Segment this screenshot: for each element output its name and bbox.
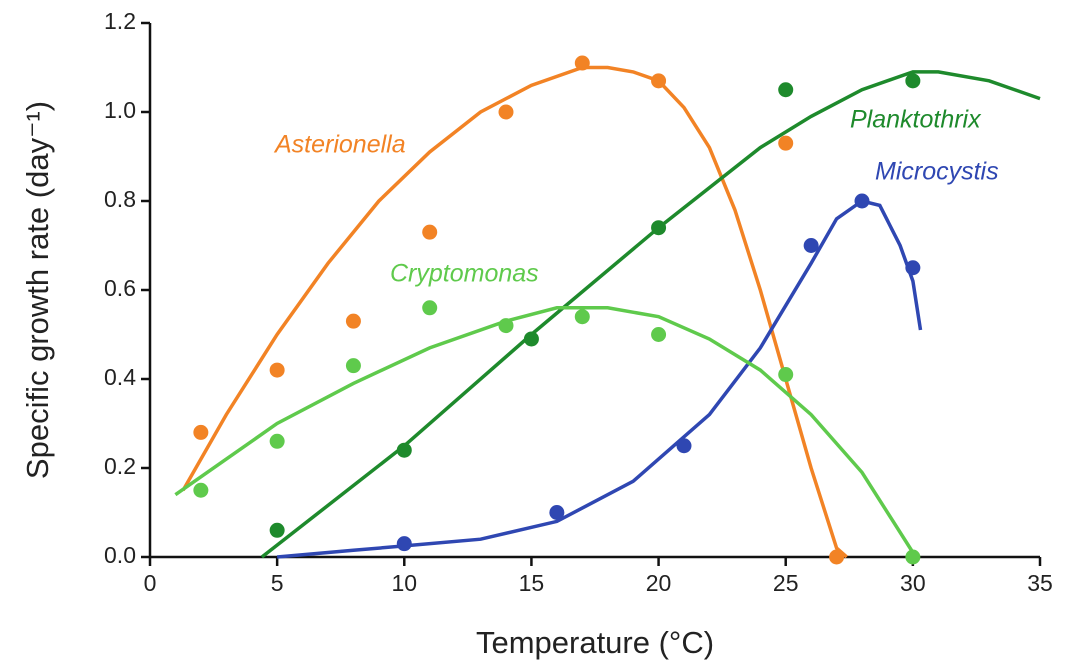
x-tick-label: 15 xyxy=(519,570,545,596)
data-point xyxy=(778,135,794,151)
data-point xyxy=(422,224,438,240)
data-point xyxy=(778,82,794,98)
fit-curve xyxy=(276,199,923,559)
data-point xyxy=(396,442,412,458)
data-point xyxy=(345,358,361,374)
y-tick-label: 0.6 xyxy=(104,275,136,301)
y-tick-label: 1.0 xyxy=(104,97,136,123)
data-point xyxy=(829,549,845,565)
x-tick-label: 5 xyxy=(271,570,284,596)
fit-curve xyxy=(174,306,915,554)
y-tick-label: 1.2 xyxy=(104,8,136,34)
series-label: Microcystis xyxy=(875,158,999,186)
data-point xyxy=(269,433,285,449)
fit-curve xyxy=(181,65,848,559)
series-label: Cryptomonas xyxy=(390,260,539,288)
data-point xyxy=(676,438,692,454)
x-tick-label: 0 xyxy=(144,570,157,596)
data-point xyxy=(574,55,590,71)
x-tick-label: 20 xyxy=(646,570,672,596)
data-point xyxy=(651,73,667,89)
data-point xyxy=(396,536,412,552)
x-tick-label: 25 xyxy=(773,570,799,596)
data-point xyxy=(193,424,209,440)
data-point xyxy=(778,367,794,383)
y-tick-label: 0.8 xyxy=(104,186,136,212)
data-point xyxy=(651,220,667,236)
x-tick-label: 35 xyxy=(1027,570,1053,596)
y-tick-label: 0.4 xyxy=(104,364,136,390)
series-label: Asterionella xyxy=(273,131,406,159)
data-point xyxy=(269,362,285,378)
data-point xyxy=(854,193,870,209)
data-point xyxy=(651,327,667,342)
x-tick-label: 10 xyxy=(391,570,417,596)
data-point xyxy=(498,104,514,120)
data-point xyxy=(574,309,590,325)
data-point xyxy=(269,522,285,538)
data-point xyxy=(905,73,921,89)
data-point xyxy=(905,549,921,565)
fit-curve xyxy=(260,70,1041,559)
data-point xyxy=(193,482,209,498)
data-point xyxy=(905,260,921,276)
data-point xyxy=(422,300,438,316)
data-point xyxy=(523,331,539,347)
data-point xyxy=(498,318,514,334)
x-axis-title: Temperature (°C) xyxy=(476,625,714,660)
data-point xyxy=(803,238,819,253)
data-point xyxy=(549,505,565,520)
y-tick-label: 0.2 xyxy=(104,453,136,479)
y-axis-title: Specific growth rate (day⁻¹) xyxy=(20,101,55,479)
y-tick-label: 0.0 xyxy=(104,542,136,568)
series-label: Planktothrix xyxy=(850,106,982,134)
data-point xyxy=(345,313,361,329)
x-tick-label: 30 xyxy=(900,570,926,596)
